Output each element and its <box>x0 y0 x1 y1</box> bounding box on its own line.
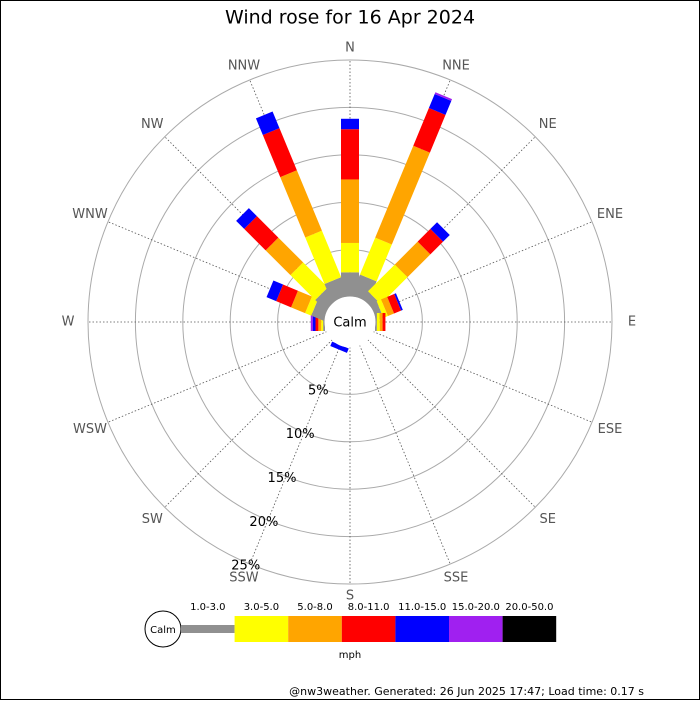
bar-segment <box>417 228 444 255</box>
direction-label: SSW <box>229 570 259 585</box>
legend-swatch <box>502 616 557 642</box>
direction-label: SW <box>142 512 163 527</box>
bar-segment <box>413 108 446 153</box>
bar-segment <box>280 170 322 238</box>
bar-segment <box>387 293 402 314</box>
bar-segment <box>330 341 349 353</box>
bar-segment <box>305 230 342 284</box>
direction-label: WNW <box>72 207 108 222</box>
legend-label: 5.0-8.0 <box>297 602 332 613</box>
bar-segment <box>324 277 349 303</box>
bar-segment <box>374 313 377 331</box>
bar-segment <box>430 222 450 242</box>
bar-segment <box>341 118 359 130</box>
bar-segment <box>255 111 280 136</box>
direction-label: NNE <box>442 59 470 74</box>
direction-label: NW <box>141 117 164 132</box>
legend-label: 15.0-20.0 <box>452 602 500 613</box>
direction-label: NE <box>539 117 557 132</box>
r-tick-label: 15% <box>268 471 297 486</box>
bar-segment <box>291 290 312 314</box>
legend-swatch <box>234 616 289 642</box>
legend-swatch <box>449 616 503 642</box>
direction-bar <box>341 118 359 297</box>
r-tick-label: 10% <box>286 427 315 442</box>
direction-label: SSE <box>444 570 469 585</box>
r-tick-label: 5% <box>308 383 329 398</box>
bar-segment <box>341 129 359 180</box>
bar-segment <box>266 280 284 302</box>
bar-segment <box>262 128 297 178</box>
direction-label: ENE <box>597 207 623 222</box>
bar-segment <box>434 92 453 101</box>
bar-segment <box>276 284 298 308</box>
direction-line <box>372 221 593 313</box>
bar-segment <box>394 293 403 311</box>
legend-label: 3.0-5.0 <box>244 602 279 613</box>
bar-segment <box>376 313 380 331</box>
legend-label: 8.0-11.0 <box>348 602 390 613</box>
bar-segment <box>265 237 304 276</box>
bar-segment <box>375 145 430 245</box>
legend-calm-label: Calm <box>150 625 176 636</box>
footer: @nw3weather. Generated: 26 Jun 2025 17:4… <box>289 685 644 698</box>
bar-segment <box>382 313 386 331</box>
direction-line <box>372 331 593 423</box>
direction-label: W <box>62 315 75 330</box>
direction-label: S <box>346 589 354 604</box>
direction-bar <box>255 111 349 303</box>
legend-swatch <box>341 616 396 642</box>
direction-line <box>367 339 536 508</box>
direction-label: SE <box>540 512 556 527</box>
chart-title: Wind rose for 16 Apr 2024 <box>225 7 475 29</box>
direction-label: WSW <box>73 422 107 437</box>
direction-label: NNW <box>228 59 260 74</box>
direction-label: ESE <box>598 422 623 437</box>
direction-line <box>164 339 333 508</box>
r-tick-label: 20% <box>249 515 278 530</box>
bar-segment <box>379 313 383 331</box>
legend-label: 11.0-15.0 <box>398 602 446 613</box>
direction-label: N <box>345 41 355 56</box>
direction-label: E <box>628 315 636 330</box>
bar-segment <box>341 179 359 243</box>
legend-swatch <box>395 616 449 642</box>
direction-line <box>249 344 341 565</box>
unit-label: mph <box>339 650 361 661</box>
bar-segment <box>244 216 279 251</box>
direction-line <box>359 344 451 565</box>
bar-segment <box>381 296 395 317</box>
bar-segment <box>341 242 359 273</box>
bar-segment <box>359 237 392 282</box>
legend-label: 20.0-50.0 <box>505 602 553 613</box>
bar-segment <box>312 313 316 331</box>
bar-segment <box>290 262 328 300</box>
legend-swatch <box>288 616 342 642</box>
direction-bar <box>374 313 386 331</box>
bar-segment <box>394 241 431 278</box>
direction-line <box>107 331 328 423</box>
bar-segment <box>428 94 452 115</box>
bar-segment <box>236 208 257 229</box>
legend-label: 1.0-3.0 <box>190 602 225 613</box>
bar-segment <box>305 296 319 316</box>
direction-bar <box>266 280 331 321</box>
calm-label: Calm <box>333 316 366 331</box>
legend-swatch <box>181 625 235 633</box>
direction-bar <box>330 341 349 353</box>
calm-circle <box>324 296 376 348</box>
bar-segment <box>368 264 408 304</box>
direction-bar <box>361 222 450 311</box>
bar-segment <box>310 313 313 331</box>
grid-ring <box>87 59 613 585</box>
r-tick-label: 25% <box>231 559 260 574</box>
